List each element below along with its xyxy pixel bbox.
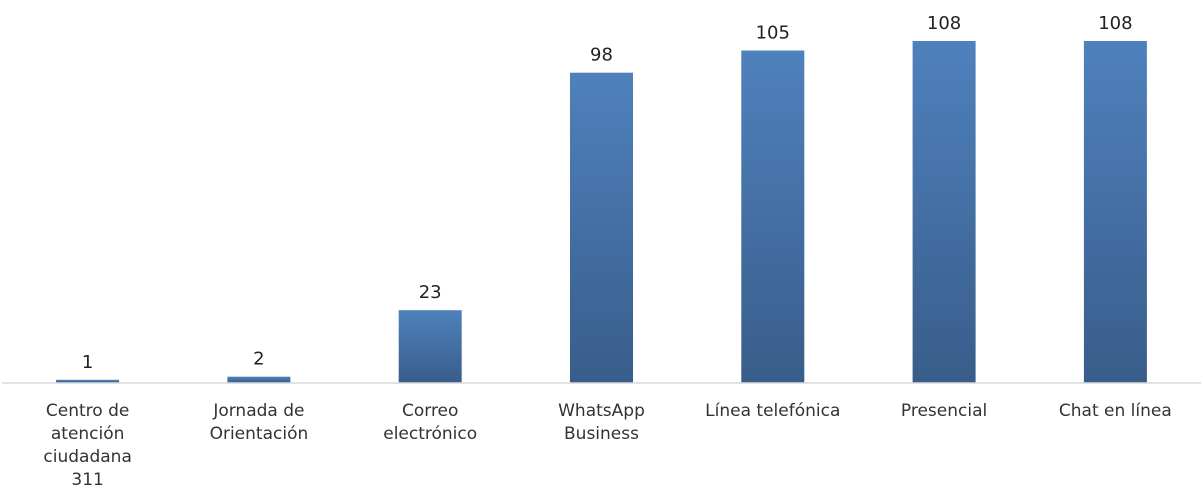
value-label-1: 1 [82, 352, 93, 373]
value-label-5: 105 [756, 23, 790, 44]
bar-5 [741, 50, 805, 383]
category-label-6: Presencial [900, 401, 988, 421]
bar-chart: 1 2 23 98 105 108 108 Centro de atención ciuda… [2, 13, 1201, 490]
value-label-2: 2 [253, 349, 264, 370]
bar-3 [398, 310, 462, 383]
category-label-2: Jornada de Orientación [209, 401, 309, 444]
value-label-6: 108 [927, 13, 961, 34]
bar-4 [570, 72, 633, 383]
chart-svg: 1 2 23 98 105 108 108 [2, 13, 1201, 384]
category-label-3: Correo electrónico [383, 401, 478, 444]
value-label-7: 108 [1098, 13, 1132, 34]
category-label-7: Chat en línea [1058, 401, 1172, 421]
bar-7 [1083, 41, 1147, 383]
category-label-4: WhatsApp Business [558, 401, 645, 444]
bar-2 [227, 376, 291, 383]
bars-group [56, 41, 1147, 383]
value-labels-group: 1 2 23 98 105 108 108 [82, 13, 1133, 373]
value-label-3: 23 [419, 282, 442, 303]
category-label-1: Centro de atención ciudadana 311 [43, 401, 132, 490]
bar-6 [912, 41, 976, 383]
bar-1 [56, 379, 120, 383]
value-label-4: 98 [590, 45, 613, 66]
category-label-5: Línea telefónica [705, 401, 841, 421]
